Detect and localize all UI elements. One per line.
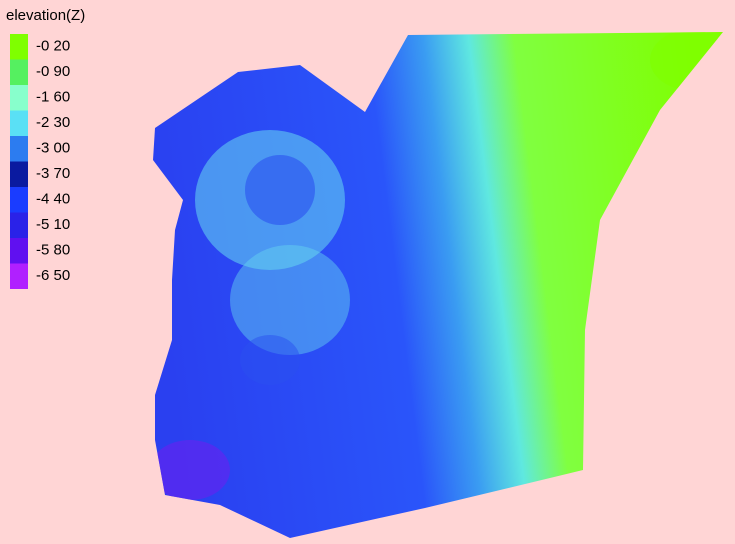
- legend-swatch: [10, 34, 28, 60]
- legend-label: -0 20: [36, 38, 70, 55]
- legend-swatch: [10, 60, 28, 86]
- legend-label: -3 70: [36, 165, 70, 182]
- legend-label: -3 00: [36, 140, 70, 157]
- legend-label: -5 10: [36, 216, 70, 233]
- legend-label: -5 80: [36, 242, 70, 259]
- legend-label: -1 60: [36, 89, 70, 106]
- legend-swatch: [10, 187, 28, 213]
- legend-label: -2 30: [36, 114, 70, 131]
- legend-title: elevation(Z): [6, 7, 85, 24]
- legend-swatch: [10, 162, 28, 188]
- legend-label: -4 40: [36, 191, 70, 208]
- legend-swatch: [10, 238, 28, 264]
- map-view: elevation(Z) -0 20 -0 90 -1 60 -2 30 -3 00 -3…: [0, 0, 735, 544]
- legend-swatch: [10, 85, 28, 111]
- legend-swatch: [10, 213, 28, 239]
- legend-swatch: [10, 264, 28, 290]
- legend-swatch: [10, 111, 28, 137]
- legend-label: -6 50: [36, 267, 70, 284]
- legend-swatch: [10, 136, 28, 162]
- legend-label: -0 90: [36, 63, 70, 80]
